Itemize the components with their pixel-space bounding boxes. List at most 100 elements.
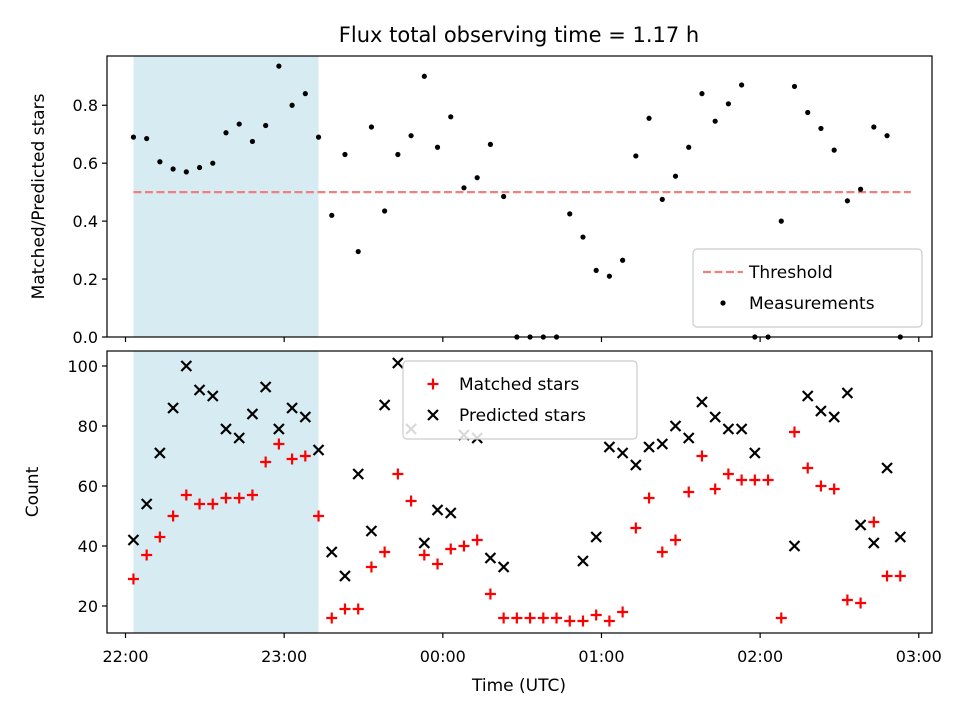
data-point — [749, 447, 761, 459]
data-point — [299, 411, 312, 423]
data-point — [709, 483, 721, 495]
data-point — [167, 510, 179, 522]
data-point — [471, 534, 483, 546]
data-point — [778, 218, 784, 224]
data-point — [537, 612, 549, 624]
data-point — [474, 175, 480, 181]
data-point — [683, 486, 695, 498]
data-point — [326, 612, 338, 624]
data-point — [884, 133, 890, 139]
series-matched-stars — [127, 426, 906, 627]
data-point — [682, 432, 695, 444]
data-point — [858, 186, 864, 192]
data-point — [593, 267, 599, 273]
data-point — [342, 151, 348, 158]
data-point — [448, 114, 454, 120]
data-point — [352, 603, 364, 615]
data-point — [233, 492, 245, 504]
data-point — [431, 504, 444, 516]
legend-box — [402, 360, 638, 440]
data-point — [749, 474, 761, 486]
data-point — [828, 411, 840, 423]
data-point — [210, 160, 216, 166]
data-point — [233, 432, 245, 444]
data-point — [246, 489, 258, 501]
y-tick-label: 40 — [78, 537, 98, 556]
data-point — [871, 124, 877, 130]
data-point — [497, 561, 510, 573]
data-point — [382, 208, 388, 214]
data-point — [196, 164, 203, 171]
x-tick-label: 22:00 — [102, 647, 148, 666]
data-point — [524, 612, 536, 624]
data-point — [418, 549, 430, 561]
y-tick-label: 0.4 — [73, 212, 98, 231]
data-point — [484, 552, 497, 564]
data-point — [656, 546, 668, 558]
data-point — [444, 507, 457, 519]
observing-span — [133, 56, 319, 337]
data-point — [633, 153, 639, 159]
data-point — [395, 151, 401, 158]
data-point — [246, 408, 259, 420]
data-point — [141, 549, 153, 561]
data-point — [801, 390, 814, 402]
data-point — [206, 390, 219, 402]
data-point — [379, 546, 391, 558]
data-point — [170, 166, 176, 172]
data-point — [392, 468, 404, 480]
legend-label: Predicted stars — [459, 406, 586, 426]
data-point — [620, 257, 626, 263]
data-point — [603, 441, 616, 453]
data-point — [606, 273, 613, 279]
data-point — [325, 546, 338, 558]
data-point — [193, 384, 206, 396]
plot-frame — [106, 55, 933, 338]
data-point — [302, 91, 308, 97]
data-point — [788, 540, 801, 552]
data-point — [352, 468, 364, 480]
data-point — [696, 450, 708, 462]
data-point — [207, 498, 219, 510]
data-point — [841, 594, 853, 606]
data-point — [828, 483, 840, 495]
data-point — [854, 519, 867, 531]
data-point — [498, 612, 510, 624]
plot-frame — [106, 350, 933, 634]
markers — [130, 63, 903, 340]
data-point — [686, 144, 692, 150]
y-tick-label: 0.0 — [73, 328, 98, 347]
data-point — [154, 531, 166, 543]
data-point — [735, 423, 748, 435]
data-point — [722, 468, 734, 480]
x-tick-label: 01:00 — [578, 647, 624, 666]
data-point — [167, 402, 179, 414]
data-point — [805, 109, 811, 116]
data-point — [286, 402, 298, 414]
data-point — [696, 396, 708, 408]
legend-box — [692, 248, 923, 328]
data-point — [818, 125, 824, 132]
data-point — [223, 130, 229, 136]
panel-measurements: 0.0 0.2 0.4 0.6 0.8 Matched/Predicted stars Th… — [29, 55, 933, 347]
data-point — [643, 492, 655, 504]
data-point — [445, 543, 457, 555]
data-point — [315, 134, 322, 140]
data-point — [868, 537, 880, 549]
data-point — [408, 133, 414, 139]
data-point — [646, 115, 652, 121]
data-point — [259, 381, 272, 393]
data-point — [368, 124, 375, 130]
data-point — [180, 360, 193, 372]
data-point — [127, 573, 139, 585]
y-axis-label: Count — [23, 466, 43, 517]
data-point — [405, 495, 417, 507]
data-point — [220, 492, 232, 504]
data-point — [289, 102, 295, 108]
data-point — [130, 134, 137, 140]
data-point — [815, 480, 827, 492]
data-point — [894, 531, 907, 543]
data-point — [868, 516, 880, 528]
y-tick-label: 60 — [78, 477, 98, 496]
